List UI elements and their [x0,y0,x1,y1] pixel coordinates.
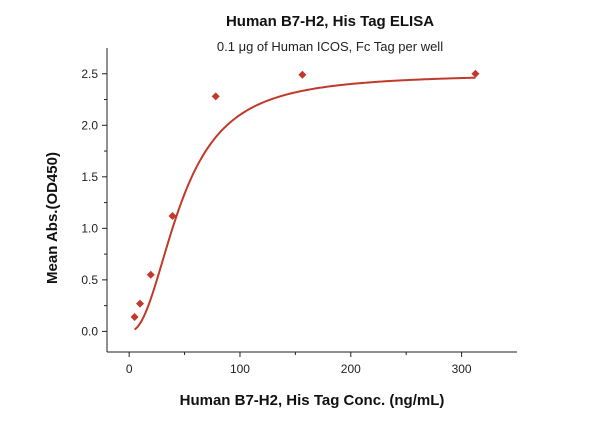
fit-curve [133,76,476,331]
fit-curve-layer [133,76,476,331]
x-tick-label: 300 [452,362,472,376]
data-points-layer [130,69,480,321]
data-point [168,211,177,220]
data-point [298,70,307,79]
y-axis-label: Mean Abs.(OD450) [44,152,61,284]
x-tick-label: 0 [126,362,133,376]
chart-title: Human B7-H2, His Tag ELISA [226,13,434,30]
data-point [136,299,145,308]
y-tick-label: 2.0 [81,118,98,132]
ticks-layer: 0 100 200 300 0.0 0.5 1.0 1.5 2.0 2.5 [81,67,472,376]
x-tick-label: 100 [230,362,250,376]
data-point [146,270,155,279]
y-tick-label: 1.5 [81,170,98,184]
x-axis-label: Human B7-H2, His Tag Conc. (ng/mL) [180,392,445,409]
y-tick-label: 1.0 [81,221,98,235]
data-point [471,69,480,78]
chart-subtitle: 0.1 μg of Human ICOS, Fc Tag per well [217,39,443,54]
y-tick-label: 0.5 [81,273,98,287]
data-point [211,92,220,101]
y-tick-label: 0.0 [81,324,98,338]
y-tick-label: 2.5 [81,67,98,81]
data-point [130,312,139,321]
x-tick-label: 200 [341,362,361,376]
